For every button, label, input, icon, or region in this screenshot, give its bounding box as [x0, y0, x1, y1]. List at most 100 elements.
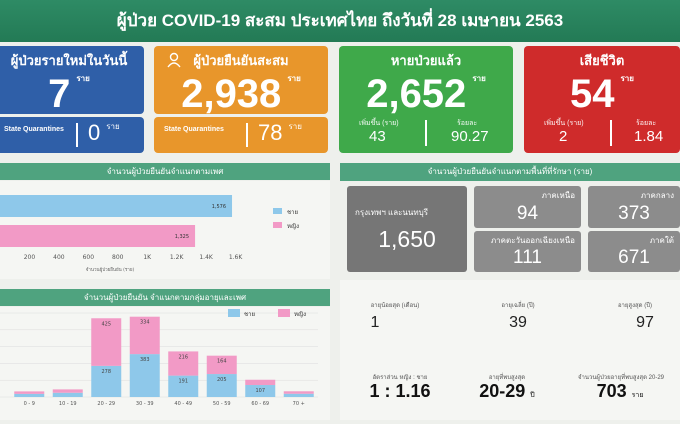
- age-bar-female: [52, 389, 83, 393]
- gender-x-tick-label: 1.6K: [229, 254, 244, 261]
- region-northeast-value: 111: [513, 247, 542, 268]
- region-south-label: ภาคใต้: [649, 236, 674, 245]
- age-x-tick-label: 0 - 9: [24, 401, 35, 407]
- median-age-label: อายุเฉลี่ย (ปี): [501, 303, 535, 309]
- page-title: ผู้ป่วย COVID-19 สะสม ประเทศไทย ถึงวันที…: [0, 0, 680, 42]
- age-x-tick-label: 60 - 69: [251, 401, 269, 407]
- gender-x-axis-label: จำนวนผู้ป่วยยืนยัน (ราย): [86, 266, 135, 273]
- age-bar-male: [91, 365, 122, 397]
- age-bar-male-value-label: 191: [178, 379, 188, 385]
- age-bar-male: [52, 392, 83, 397]
- region-northeast-label: ภาคตะวันออกเฉียงเหนือ: [490, 236, 575, 245]
- age-bar-male: [14, 393, 45, 397]
- new-cases-value: 7: [48, 72, 71, 116]
- age-bar-female-value-label: 425: [101, 321, 111, 327]
- age-bar-male-value-label: 278: [101, 369, 111, 375]
- deaths-inc-value: 2: [559, 128, 568, 145]
- age-bar-male: [245, 385, 276, 397]
- age-bar-female: [283, 391, 314, 394]
- total-sq-unit: ราย: [288, 122, 302, 131]
- gender-bar-male: [0, 195, 233, 217]
- peak-age-value: 20-29: [479, 381, 526, 401]
- region-central-value: 373: [618, 203, 650, 224]
- recovered-inc-label: เพิ่มขึ้น (ราย): [359, 120, 399, 127]
- gender-bar-value-label: 1,576: [212, 204, 226, 210]
- divider: [76, 123, 78, 147]
- region-bangkok-value: 1,650: [378, 226, 436, 252]
- total-cases-card: ผู้ป่วยยืนยันสะสม 2,938 ราย: [154, 46, 328, 116]
- total-cases-value: 2,938: [181, 72, 282, 116]
- max-age-value: 97: [636, 314, 654, 331]
- gender-x-tick-label: 1.4K: [199, 254, 214, 261]
- divider: [610, 120, 612, 146]
- deaths-label: เสียชีวิต: [579, 53, 625, 68]
- stats-panel: [340, 280, 680, 420]
- gender-bar-value-label: 1,325: [175, 234, 189, 240]
- deaths-inc-label: เพิ่มขึ้น (ราย): [544, 120, 584, 127]
- region-north-label: ภาคเหนือ: [541, 191, 575, 200]
- age-x-tick-label: 50 - 59: [213, 401, 231, 407]
- recovered-unit: ราย: [472, 74, 486, 83]
- age-bar-female: [91, 318, 122, 366]
- divider: [425, 120, 427, 146]
- deaths-unit: ราย: [620, 74, 634, 83]
- total-cases-label: ผู้ป่วยยืนยันสะสม: [193, 53, 289, 68]
- gender-bar-chart: 1,576 1,325 200 400 600 800 1K 1.2K 1.4K 1.6K จำนว…: [0, 195, 299, 273]
- new-sq-unit: ราย: [106, 122, 120, 131]
- region-north-card: ภาคเหนือ 94: [474, 186, 581, 228]
- recovered-label: หายป่วยแล้ว: [390, 53, 462, 68]
- recovered-pct-label: ร้อยละ: [457, 120, 478, 127]
- min-age-value: 1: [370, 314, 380, 331]
- median-age-value: 39: [509, 314, 527, 331]
- age-legend-label: ชาย: [244, 311, 255, 318]
- gender-section-title: จำนวนผู้ป่วยยืนยันจำแนกตามเพศ: [0, 163, 330, 180]
- total-sq-card: State Quarantines 78 ราย: [154, 117, 328, 153]
- gender-legend-swatch: [273, 222, 282, 228]
- gender-x-tick-label: 1K: [143, 254, 152, 261]
- age-bar-female-value-label: 334: [140, 320, 150, 326]
- region-bangkok-card: กรุงเทพฯ และนนทบุรี 1,650: [347, 186, 467, 272]
- age-bar-female: [168, 351, 199, 376]
- region-south-value: 671: [618, 247, 650, 268]
- region-central-card: ภาคกลาง 373: [588, 186, 680, 228]
- region-section-title: จำนวนผู้ป่วยยืนยันจำแนกตามพื้นที่ที่รักษ…: [340, 163, 680, 181]
- age-legend-swatch: [278, 309, 290, 317]
- gender-x-tick-label: 400: [53, 254, 65, 261]
- age-bar-male-value-label: 205: [217, 377, 227, 383]
- age-bar-male: [283, 393, 314, 397]
- region-bangkok-label: กรุงเทพฯ และนนทบุรี: [355, 208, 428, 217]
- age-x-tick-label: 10 - 19: [59, 401, 77, 407]
- total-cases-unit: ราย: [287, 74, 301, 83]
- gender-x-tick-label: 600: [83, 254, 95, 261]
- gender-x-tick-label: 800: [112, 254, 124, 261]
- region-central-label: ภาคกลาง: [640, 191, 674, 200]
- age-x-tick-label: 70 +: [293, 401, 305, 407]
- region-south-card: ภาคใต้ 671: [588, 231, 680, 272]
- peak-age-unit: ปี: [530, 392, 535, 399]
- gender-bar-female: [0, 225, 196, 247]
- new-sq-card: State Quarantines 0 ราย: [0, 117, 144, 153]
- age-bar-chart: 0 - 9 10 - 19 278 425 20 - 29 383 334 30 - 39 19…: [0, 309, 318, 407]
- region-north-value: 94: [516, 203, 539, 224]
- new-cases-unit: ราย: [76, 74, 90, 83]
- age-bar-female-value-label: 164: [217, 359, 227, 365]
- ratio-value: 1 : 1.16: [369, 381, 431, 401]
- age-bar-male: [129, 354, 160, 397]
- deaths-pct-label: ร้อยละ: [636, 120, 657, 127]
- recovered-value: 2,652: [366, 72, 467, 116]
- recovered-pct-value: 90.27: [451, 128, 489, 145]
- deaths-pct-value: 1.84: [634, 128, 664, 145]
- region-northeast-card: ภาคตะวันออกเฉียงเหนือ 111: [474, 231, 581, 272]
- gender-chart-panel: 1,576 1,325 200 400 600 800 1K 1.2K 1.4K 1.6K จำนว…: [0, 181, 330, 279]
- new-sq-value: 0: [88, 120, 101, 145]
- age-x-tick-label: 30 - 39: [136, 401, 154, 407]
- total-sq-value: 78: [258, 120, 283, 145]
- peak-age-label: อายุที่พบสูงสุด: [488, 375, 526, 381]
- new-sq-label: State Quarantines: [4, 126, 64, 133]
- gender-legend-label: ชาย: [287, 209, 298, 216]
- age-bar-female: [14, 391, 45, 394]
- peak-count-value: 703: [596, 381, 627, 401]
- user-icon: [166, 52, 182, 68]
- age-bar-female: [245, 379, 276, 386]
- peak-count-label: จำนวนผู้ป่วยอายุที่พบสูงสุด 20-29: [577, 375, 665, 381]
